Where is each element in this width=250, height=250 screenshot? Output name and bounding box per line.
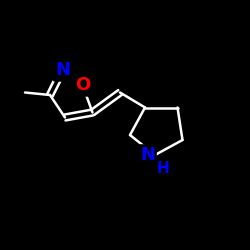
Text: N: N	[55, 61, 70, 79]
Text: N: N	[140, 146, 155, 164]
Text: H: H	[156, 161, 169, 176]
Text: O: O	[75, 76, 90, 94]
